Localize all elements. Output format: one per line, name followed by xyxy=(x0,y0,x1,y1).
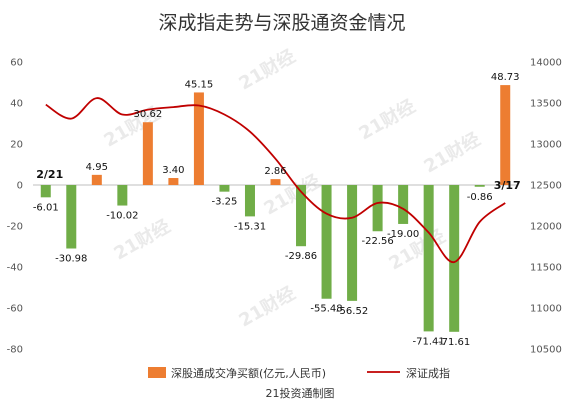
bar-label-7: -3.25 xyxy=(212,197,238,208)
bar-10 xyxy=(296,185,307,247)
right-tick-label: 12000 xyxy=(530,222,562,233)
right-tick-label: 11500 xyxy=(530,263,562,274)
left-tick-label: 40 xyxy=(10,99,23,110)
bar-label-15: -71.41 xyxy=(413,336,445,347)
left-tick-label: 0 xyxy=(17,181,23,192)
bar-label-1: -30.98 xyxy=(55,254,87,265)
bar-13 xyxy=(372,185,383,232)
right-tick-label: 12500 xyxy=(530,181,562,192)
bar-0 xyxy=(40,185,51,198)
left-axis: 60 40 20 0 -20 -40 -60 -80 xyxy=(7,58,23,356)
bar-label-4: 30.62 xyxy=(134,109,163,120)
legend: 深股通成交净买额(亿元,人民币) 深证成指 xyxy=(148,366,450,380)
line-series-深证成指 xyxy=(45,97,506,263)
annotation-start-date: 2/21 xyxy=(36,168,63,181)
legend-swatch-bar xyxy=(148,367,166,378)
chart-title: 深成指走势与深股通资金情况 xyxy=(158,12,405,34)
right-axis: 14000 13500 13000 12500 12000 11500 11000 10500 xyxy=(530,58,562,356)
bar-1 xyxy=(66,185,77,249)
right-tick-label: 14000 xyxy=(530,58,562,69)
bar-label-6: 45.15 xyxy=(185,79,214,90)
bar-label-11: -55.48 xyxy=(310,304,342,315)
bar-label-8: -15.31 xyxy=(234,221,266,232)
left-tick-label: -60 xyxy=(7,304,23,315)
watermark-6: 21财经 xyxy=(235,282,299,332)
watermark-2: 21财经 xyxy=(355,95,419,145)
bar-11 xyxy=(321,185,332,299)
bar-17 xyxy=(474,185,485,187)
left-tick-label: 20 xyxy=(10,140,23,151)
left-tick-label: -80 xyxy=(7,345,23,356)
bar-label-18: 48.73 xyxy=(491,72,520,83)
bar-data-labels: -6.01 -30.98 4.95 -10.02 30.62 3.40 45.15 -3.25… xyxy=(33,72,520,348)
watermark-3: 21财经 xyxy=(260,170,324,220)
bar-7 xyxy=(219,185,230,192)
bar-6 xyxy=(193,92,204,185)
watermark-0: 21财经 xyxy=(235,45,299,95)
bar-14 xyxy=(398,185,409,224)
watermark-4: 21财经 xyxy=(110,215,174,265)
bar-5 xyxy=(168,178,179,185)
bar-label-2: 4.95 xyxy=(86,162,108,173)
bar-label-10: -29.86 xyxy=(285,251,317,262)
legend-label-bar: 深股通成交净买额(亿元,人民币) xyxy=(171,366,326,380)
bar-label-14: -19.00 xyxy=(387,229,419,240)
bar-12 xyxy=(347,185,358,301)
right-tick-label: 11000 xyxy=(530,304,562,315)
bar-label-5: 3.40 xyxy=(162,165,184,176)
bar-2 xyxy=(91,174,102,185)
bar-series xyxy=(40,85,511,332)
bar-label-13: -22.56 xyxy=(361,236,393,247)
right-tick-label: 10500 xyxy=(530,345,562,356)
bar-9 xyxy=(270,179,281,185)
watermark-7: 21财经 xyxy=(420,128,484,178)
annotation-end-date: 3/17 xyxy=(494,179,521,192)
left-tick-label: 60 xyxy=(10,58,23,69)
bar-label-12: -56.52 xyxy=(336,306,368,317)
right-tick-label: 13500 xyxy=(530,99,562,110)
bar-4 xyxy=(142,122,153,185)
bar-label-17: -0.86 xyxy=(467,192,493,203)
bar-15 xyxy=(423,185,434,332)
bar-label-0: -6.01 xyxy=(33,202,59,213)
bar-3 xyxy=(117,185,128,206)
bar-label-9: 2.86 xyxy=(264,166,286,177)
legend-label-line: 深证成指 xyxy=(406,366,450,380)
bar-18 xyxy=(500,85,511,185)
bar-label-3: -10.02 xyxy=(106,211,138,222)
source-caption: 21投资通制图 xyxy=(266,386,335,400)
bar-label-16: -71.61 xyxy=(438,337,470,348)
right-tick-label: 13000 xyxy=(530,140,562,151)
bar-16 xyxy=(449,185,460,332)
left-tick-label: -40 xyxy=(7,263,23,274)
bar-8 xyxy=(244,185,255,217)
left-tick-label: -20 xyxy=(7,222,23,233)
